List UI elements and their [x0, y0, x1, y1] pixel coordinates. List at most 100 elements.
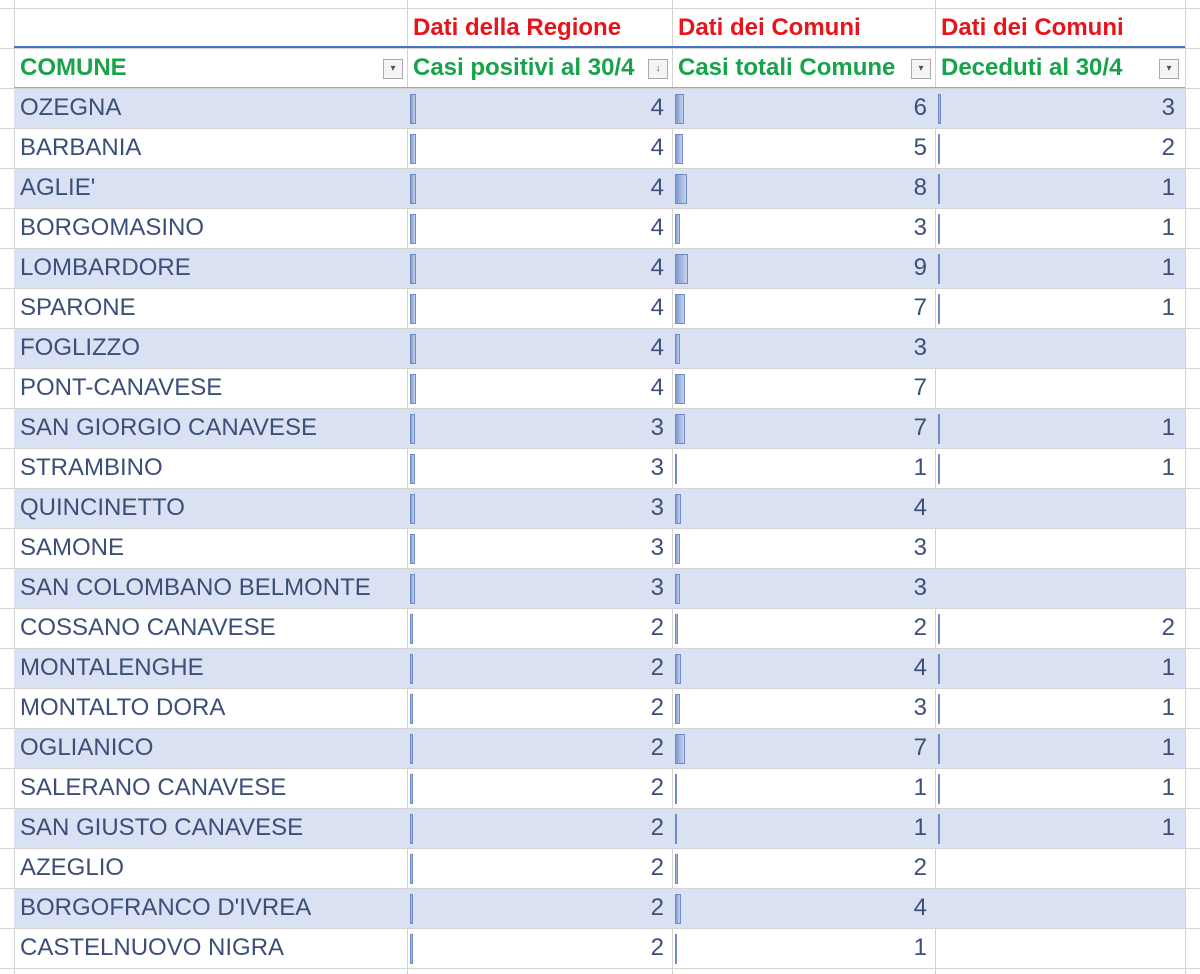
value-cell[interactable]: 4: [650, 334, 664, 361]
column-header[interactable]: Casi positivi al 30/4: [413, 54, 635, 81]
value-cell[interactable]: [935, 368, 1183, 408]
comune-cell[interactable]: MONTALTO DORA: [20, 694, 226, 721]
group-header[interactable]: Dati dei Comuni: [941, 14, 1124, 41]
value-cell[interactable]: 1: [1161, 454, 1175, 481]
value-cell[interactable]: 4: [650, 134, 664, 161]
comune-cell[interactable]: QUINCINETTO: [20, 494, 185, 521]
value-cell[interactable]: [935, 568, 1183, 608]
value-cell[interactable]: [935, 888, 1183, 928]
comune-cell[interactable]: MONTALENGHE: [20, 654, 204, 681]
value-cell[interactable]: 2: [650, 894, 664, 921]
value-cell[interactable]: 1: [1161, 214, 1175, 241]
value-cell[interactable]: 2: [1161, 614, 1175, 641]
value-cell[interactable]: 1: [1161, 414, 1175, 441]
value-cell[interactable]: [935, 528, 1183, 568]
value-cell[interactable]: [935, 928, 1183, 968]
comune-cell[interactable]: COSSANO CANAVESE: [20, 614, 276, 641]
value-cell[interactable]: 1: [913, 454, 927, 481]
value-cell[interactable]: 2: [650, 694, 664, 721]
value-cell[interactable]: 3: [913, 694, 927, 721]
value-cell[interactable]: 1: [1161, 294, 1175, 321]
value-cell[interactable]: 2: [650, 654, 664, 681]
value-cell[interactable]: 1: [1161, 254, 1175, 281]
value-cell[interactable]: 4: [650, 174, 664, 201]
filter-dropdown-icon[interactable]: ▾: [911, 59, 931, 79]
value-cell[interactable]: 4: [913, 894, 927, 921]
value-cell[interactable]: 9: [913, 254, 927, 281]
value-cell[interactable]: 2: [650, 814, 664, 841]
value-cell[interactable]: 1: [1161, 174, 1175, 201]
group-header[interactable]: Dati della Regione: [413, 14, 622, 41]
value-cell[interactable]: 3: [913, 574, 927, 601]
group-header[interactable]: Dati dei Comuni: [678, 14, 861, 41]
value-cell[interactable]: [935, 328, 1183, 368]
value-cell[interactable]: 3: [913, 334, 927, 361]
value-cell[interactable]: 6: [913, 94, 927, 121]
comune-cell[interactable]: BORGOMASINO: [20, 214, 205, 241]
value-cell[interactable]: 3: [913, 534, 927, 561]
column-header[interactable]: Casi totali Comune: [678, 54, 896, 81]
value-cell[interactable]: 2: [650, 774, 664, 801]
value-cell[interactable]: 1: [1161, 814, 1175, 841]
comune-cell[interactable]: SPARONE: [20, 294, 136, 321]
value-cell[interactable]: [935, 848, 1183, 888]
value-cell[interactable]: 8: [913, 174, 927, 201]
comune-cell[interactable]: SAN GIUSTO CANAVESE: [20, 814, 304, 841]
value-cell[interactable]: 7: [913, 414, 927, 441]
value-cell[interactable]: 4: [650, 94, 664, 121]
value-cell[interactable]: 2: [650, 934, 664, 961]
value-cell[interactable]: 3: [650, 414, 664, 441]
value-cell[interactable]: 5: [913, 134, 927, 161]
comune-cell[interactable]: SAN GIORGIO CANAVESE: [20, 414, 317, 441]
comune-cell[interactable]: LOMBARDORE: [20, 254, 191, 281]
value-cell[interactable]: 4: [650, 294, 664, 321]
value-cell[interactable]: 3: [1161, 94, 1175, 121]
comune-cell[interactable]: CASTELNUOVO NIGRA: [20, 934, 285, 961]
comune-cell[interactable]: SAMONE: [20, 534, 125, 561]
value-cell[interactable]: 7: [913, 294, 927, 321]
value-cell[interactable]: 1: [1161, 734, 1175, 761]
sort-descending-icon[interactable]: ↓: [648, 59, 668, 79]
comune-cell[interactable]: OZEGNA: [20, 94, 122, 121]
value-cell[interactable]: 2: [650, 734, 664, 761]
comune-cell[interactable]: STRAMBINO: [20, 454, 163, 481]
value-cell[interactable]: 3: [650, 454, 664, 481]
column-header[interactable]: Deceduti al 30/4: [941, 54, 1123, 81]
comune-cell[interactable]: FOGLIZZO: [20, 334, 140, 361]
comune-cell[interactable]: AZEGLIO: [20, 854, 125, 881]
value-cell[interactable]: 4: [913, 654, 927, 681]
value-cell[interactable]: 1: [913, 814, 927, 841]
value-cell[interactable]: 2: [650, 614, 664, 641]
comune-cell[interactable]: SALERANO CANAVESE: [20, 774, 287, 801]
value-cell[interactable]: 7: [913, 374, 927, 401]
value-cell[interactable]: 1: [1161, 694, 1175, 721]
comune-cell[interactable]: BARBANIA: [20, 134, 142, 161]
value-cell[interactable]: 3: [650, 494, 664, 521]
value-cell[interactable]: 3: [650, 534, 664, 561]
comune-cell[interactable]: BORGOFRANCO D'IVREA: [20, 894, 312, 921]
value-cell[interactable]: 1: [1161, 774, 1175, 801]
value-cell[interactable]: 1: [1161, 654, 1175, 681]
value-cell[interactable]: 1: [913, 774, 927, 801]
column-header[interactable]: COMUNE: [20, 54, 127, 81]
value-cell[interactable]: 7: [913, 734, 927, 761]
filter-dropdown-icon[interactable]: ▾: [383, 59, 403, 79]
value-cell[interactable]: 4: [650, 254, 664, 281]
value-cell[interactable]: 2: [913, 854, 927, 881]
filter-dropdown-icon[interactable]: ▾: [1159, 59, 1179, 79]
value-cell[interactable]: 2: [913, 614, 927, 641]
value-cell[interactable]: 3: [913, 214, 927, 241]
comune-cell[interactable]: AGLIE': [20, 174, 96, 201]
value-cell[interactable]: 4: [650, 214, 664, 241]
value-cell[interactable]: 1: [913, 934, 927, 961]
value-cell[interactable]: 2: [650, 854, 664, 881]
value-cell[interactable]: 2: [1161, 134, 1175, 161]
comune-cell[interactable]: PONT-CANAVESE: [20, 374, 223, 401]
value-cell[interactable]: 3: [650, 574, 664, 601]
value-cell[interactable]: 4: [650, 374, 664, 401]
value-cell[interactable]: [935, 488, 1183, 528]
value-cell[interactable]: 4: [913, 494, 927, 521]
group-header[interactable]: [14, 8, 407, 48]
comune-cell[interactable]: SAN COLOMBANO BELMONTE: [20, 574, 371, 601]
